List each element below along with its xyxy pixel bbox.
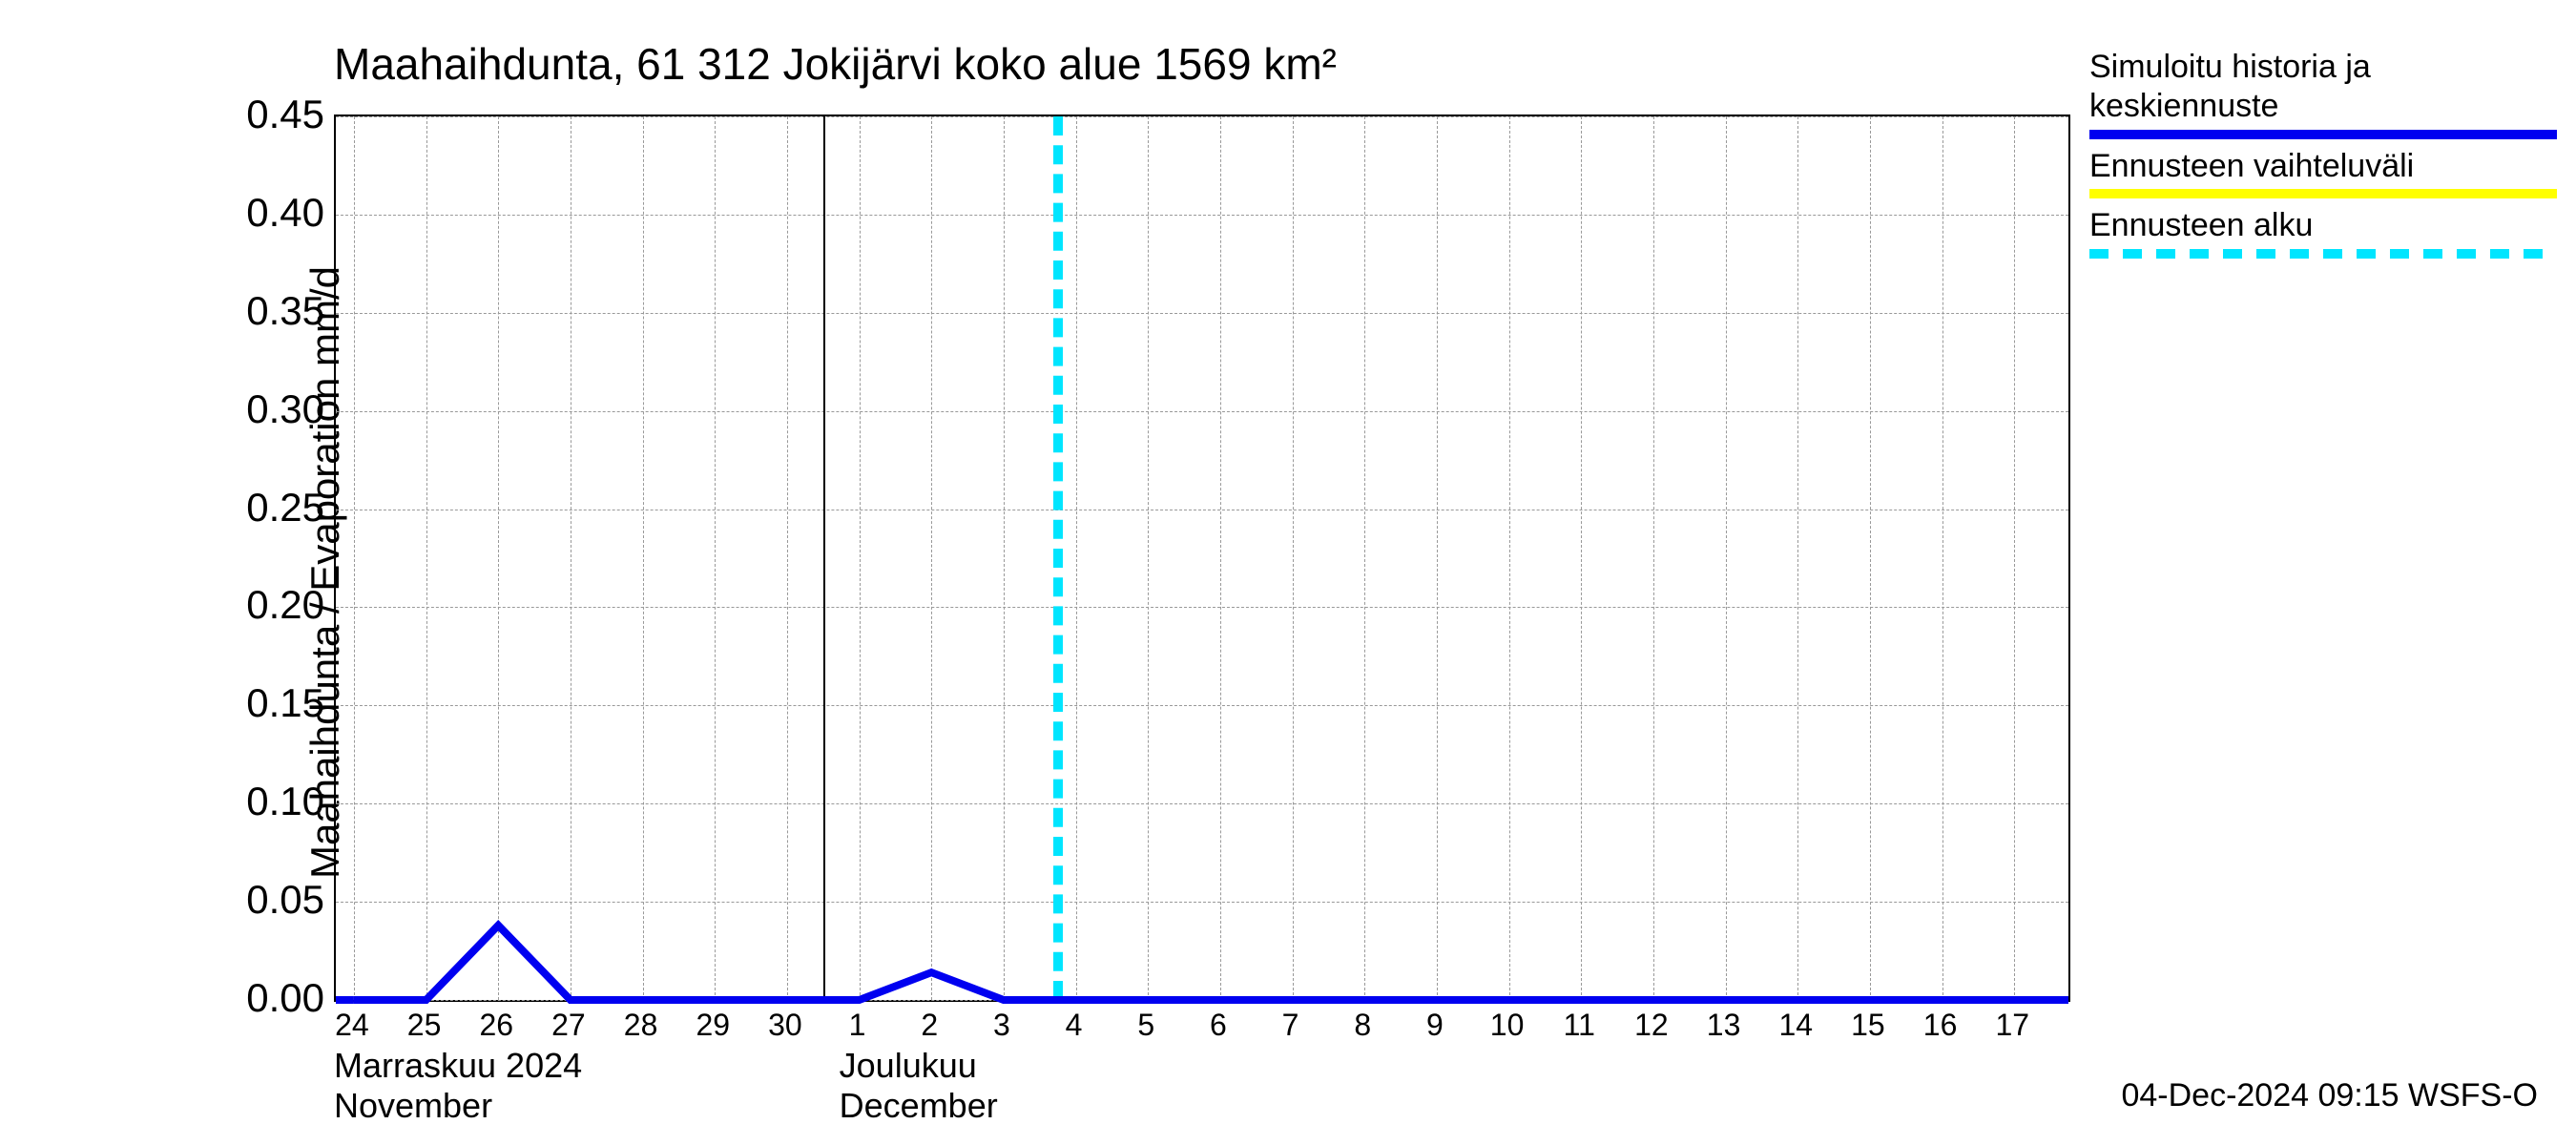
x-tick-label: 12 (1634, 1008, 1669, 1043)
y-tick-label: 0.10 (172, 779, 324, 824)
month-label-en: December (840, 1086, 998, 1126)
x-tick-label: 4 (1066, 1008, 1083, 1043)
legend-label: Simuloitu historia ja keskiennuste (2089, 48, 2557, 126)
y-tick-label: 0.45 (172, 92, 324, 137)
legend-item-range: Ennusteen vaihteluväli (2089, 147, 2557, 199)
y-tick-label: 0.30 (172, 386, 324, 432)
legend-swatch-blue (2089, 130, 2557, 139)
month-label-en: November (334, 1086, 492, 1126)
chart-container: Maahaihdunta, 61 312 Jokijärvi koko alue… (0, 0, 2576, 1145)
x-tick-label: 7 (1282, 1008, 1299, 1043)
x-tick-label: 1 (849, 1008, 866, 1043)
y-tick-label: 0.40 (172, 190, 324, 236)
legend-label: Ennusteen vaihteluväli (2089, 147, 2557, 186)
x-tick-label: 11 (1564, 1008, 1595, 1043)
x-tick-label: 6 (1210, 1008, 1227, 1043)
x-tick-label: 28 (624, 1008, 658, 1043)
legend-swatch-yellow (2089, 189, 2557, 198)
x-tick-label: 25 (407, 1008, 442, 1043)
month-label-fi: Marraskuu 2024 (334, 1046, 582, 1086)
legend: Simuloitu historia ja keskiennuste Ennus… (2089, 48, 2557, 266)
x-tick-label: 10 (1490, 1008, 1525, 1043)
x-tick-label: 5 (1137, 1008, 1154, 1043)
x-tick-label: 3 (993, 1008, 1010, 1043)
y-tick-label: 0.00 (172, 975, 324, 1021)
y-tick-label: 0.20 (172, 582, 324, 628)
y-tick-label: 0.25 (172, 485, 324, 531)
x-tick-label: 2 (921, 1008, 938, 1043)
x-tick-label: 16 (1923, 1008, 1958, 1043)
chart-title: Maahaihdunta, 61 312 Jokijärvi koko alue… (334, 38, 1337, 90)
data-series (336, 116, 2068, 1000)
legend-item-history: Simuloitu historia ja keskiennuste (2089, 48, 2557, 139)
x-tick-label: 26 (479, 1008, 513, 1043)
y-tick-label: 0.15 (172, 680, 324, 726)
x-tick-label: 29 (696, 1008, 730, 1043)
legend-item-forecast-start: Ennusteen alku (2089, 206, 2557, 259)
y-tick-label: 0.35 (172, 288, 324, 334)
legend-label: Ennusteen alku (2089, 206, 2557, 245)
x-tick-label: 15 (1851, 1008, 1885, 1043)
y-tick-label: 0.05 (172, 877, 324, 923)
legend-swatch-cyan (2089, 249, 2557, 259)
x-tick-label: 14 (1778, 1008, 1813, 1043)
x-tick-label: 13 (1707, 1008, 1741, 1043)
x-tick-label: 8 (1354, 1008, 1371, 1043)
timestamp: 04-Dec-2024 09:15 WSFS-O (2121, 1077, 2538, 1114)
x-tick-label: 27 (551, 1008, 586, 1043)
x-tick-label: 30 (768, 1008, 802, 1043)
month-label-fi: Joulukuu (840, 1046, 977, 1086)
plot-area (334, 114, 2070, 1002)
x-tick-label: 17 (1995, 1008, 2029, 1043)
x-tick-label: 9 (1426, 1008, 1444, 1043)
x-tick-label: 24 (335, 1008, 369, 1043)
